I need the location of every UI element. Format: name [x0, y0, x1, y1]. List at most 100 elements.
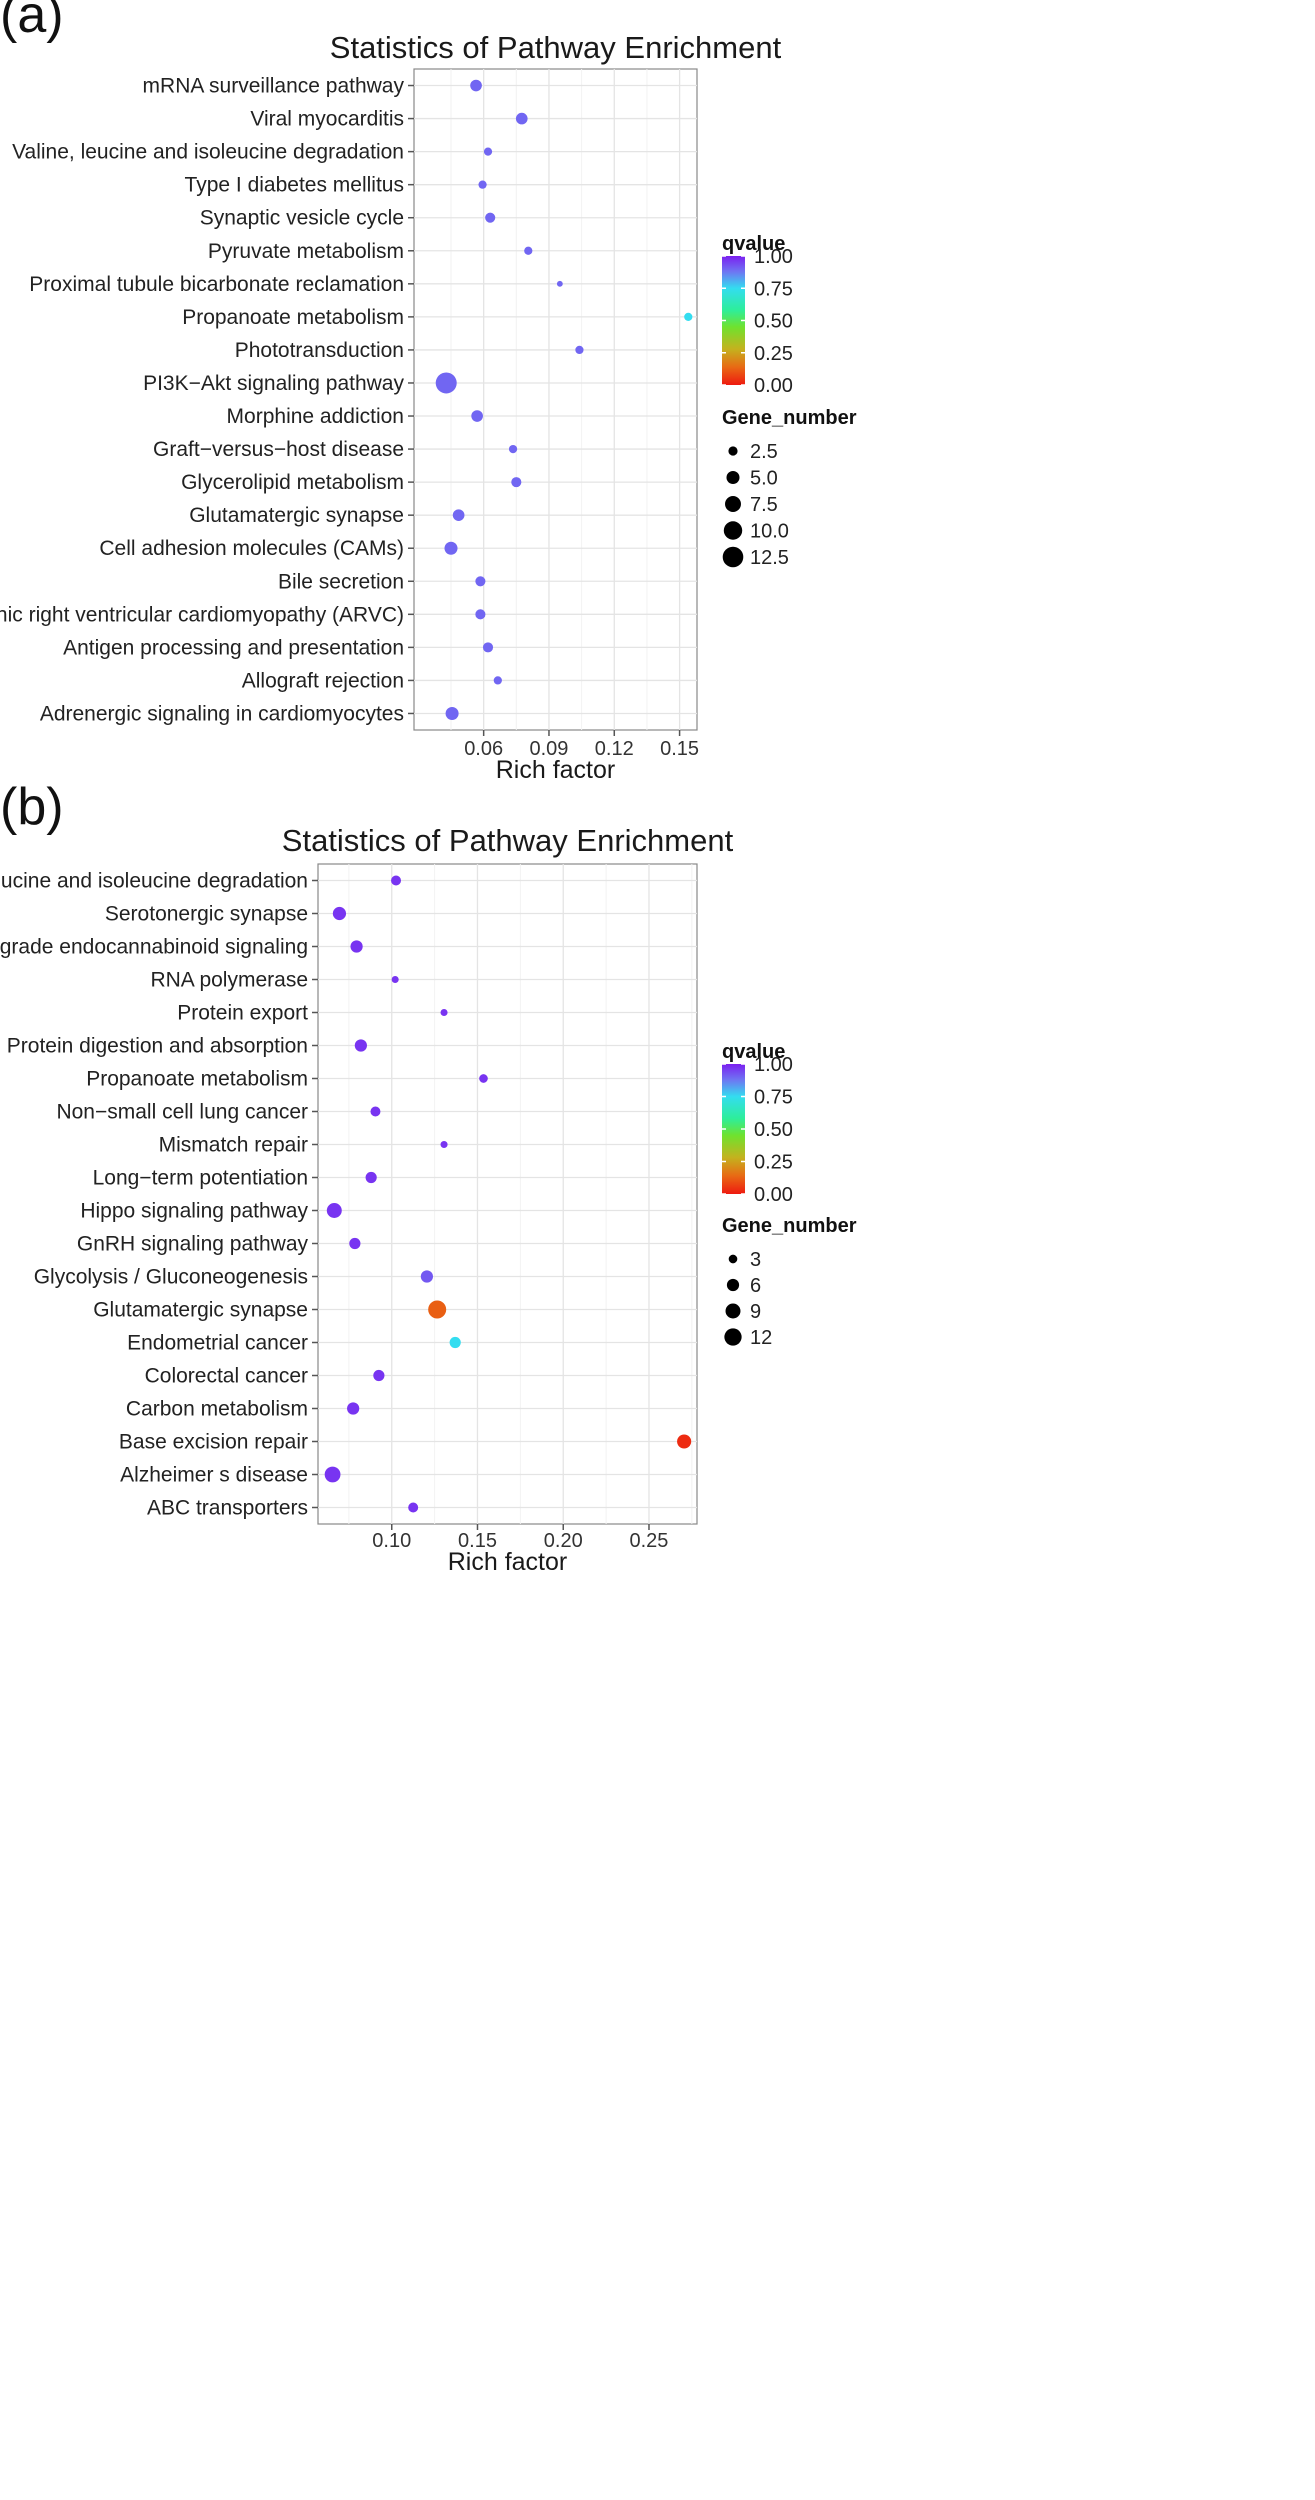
x-tick-label: 0.10 [372, 1530, 411, 1552]
category-label: Glycolysis / Gluconeogenesis [34, 1266, 308, 1289]
category-label: Protein digestion and absorption [7, 1035, 308, 1058]
panel-label: (b) [0, 778, 64, 836]
size-legend-dot [725, 496, 741, 512]
data-point [575, 345, 584, 355]
x-tick-label: 0.15 [660, 738, 699, 760]
x-tick-label: 0.06 [464, 738, 503, 760]
legend-size-title: Gene_number [722, 407, 857, 429]
data-point [493, 676, 502, 685]
data-point [444, 541, 458, 555]
data-point [482, 642, 494, 653]
colorbar-label: 0.50 [754, 311, 793, 333]
category-label: Pyruvate metabolism [208, 240, 404, 263]
category-label: ABC transporters [147, 1497, 308, 1520]
data-point [478, 180, 487, 189]
data-point [684, 312, 693, 321]
category-label: Valine, leucine and isoleucine degradati… [12, 141, 404, 164]
category-label: Bile secretion [278, 570, 404, 593]
x-axis-label: Rich factor [496, 756, 615, 784]
size-legend-dot [726, 1278, 740, 1292]
category-label: Non−small cell lung cancer [56, 1101, 308, 1124]
category-label: RNA polymerase [150, 969, 308, 992]
data-point [391, 875, 402, 886]
panel-a: (a) Statistics of Pathway Enrichment 0.06 0… [0, 0, 857, 784]
size-legend-label: 5.0 [750, 468, 778, 490]
colorbar-label: 0.00 [754, 1184, 793, 1206]
category-label: Glutamatergic synapse [189, 504, 404, 527]
colorbar-label: 1.00 [754, 246, 793, 268]
category-label: Valine, leucine and isoleucine degradati… [0, 870, 308, 893]
data-point [365, 1171, 377, 1184]
data-point [420, 1270, 434, 1283]
data-point [354, 1039, 367, 1052]
data-point [556, 280, 563, 287]
size-legend-dot [723, 521, 743, 540]
data-point [349, 1237, 361, 1250]
category-label: Synaptic vesicle cycle [200, 207, 404, 230]
data-point [515, 112, 528, 125]
category-label: Protein export [177, 1002, 308, 1025]
data-point [435, 372, 457, 394]
data-point [440, 1140, 448, 1149]
x-tick-label: 0.09 [530, 738, 569, 760]
category-label: Viral myocarditis [250, 108, 404, 131]
size-legend-label: 2.5 [750, 441, 778, 463]
qvalue-colorbar [722, 256, 745, 385]
category-label: Phototransduction [235, 339, 404, 362]
panel-b: (b) Statistics of Pathway Enrichment 0.10 0… [0, 778, 857, 1576]
size-legend-dot [728, 446, 738, 456]
category-label: Base excision repair [119, 1431, 308, 1454]
x-tick-label: 0.20 [544, 1530, 583, 1552]
plot-area [413, 68, 698, 731]
data-point [373, 1369, 385, 1382]
size-legend-label: 12.5 [750, 547, 789, 569]
category-label: Glycerolipid metabolism [181, 471, 404, 494]
data-point [471, 410, 483, 422]
category-label: Graft−versus−host disease [153, 438, 404, 461]
colorbar-label: 1.00 [754, 1054, 793, 1076]
data-point [391, 975, 399, 984]
data-point [408, 1502, 419, 1513]
size-legend-dot [724, 1328, 742, 1346]
category-label: Endometrial cancer [127, 1332, 308, 1355]
category-label: Colorectal cancer [145, 1365, 308, 1388]
x-axis-label: Rich factor [448, 1548, 567, 1576]
colorbar-label: 0.75 [754, 1087, 793, 1109]
category-label: Glutamatergic synapse [93, 1299, 308, 1322]
colorbar-label: 0.25 [754, 343, 793, 365]
category-label: Antigen processing and presentation [63, 636, 404, 659]
size-legend-label: 10.0 [750, 521, 789, 543]
category-label: mRNA surveillance pathway [143, 75, 405, 98]
data-point [324, 1466, 341, 1483]
data-point [475, 609, 486, 620]
category-label: Alzheimer s disease [120, 1464, 308, 1487]
data-point [440, 1008, 448, 1017]
category-label: Propanoate metabolism [86, 1068, 308, 1091]
x-tick-label: 0.12 [595, 738, 634, 760]
x-tick-label: 0.25 [630, 1530, 669, 1552]
category-label: Long−term potentiation [93, 1167, 308, 1190]
size-legend-label: 7.5 [750, 494, 778, 516]
category-label: PI3K−Akt signaling pathway [143, 372, 404, 395]
data-point [428, 1300, 447, 1319]
size-legend-dot [725, 1303, 741, 1319]
category-label: Type I diabetes mellitus [185, 174, 404, 197]
chart-title: Statistics of Pathway Enrichment [330, 30, 782, 65]
size-legend-label: 6 [750, 1275, 761, 1297]
category-label: GnRH signaling pathway [77, 1233, 309, 1256]
data-point [452, 509, 465, 521]
size-legend-label: 12 [750, 1327, 772, 1349]
category-label: Adrenergic signaling in cardiomyocytes [40, 702, 404, 725]
data-point [347, 1402, 360, 1415]
data-point [332, 906, 347, 921]
size-legend-label: 3 [750, 1249, 761, 1271]
data-point [508, 444, 518, 454]
category-label: Carbon metabolism [126, 1398, 308, 1421]
colorbar-label: 0.50 [754, 1119, 793, 1141]
data-point [449, 1336, 461, 1349]
colorbar-label: 0.00 [754, 375, 793, 397]
category-label: Hippo signaling pathway [80, 1200, 308, 1223]
size-legend-dot [722, 546, 744, 568]
data-point [511, 477, 522, 488]
